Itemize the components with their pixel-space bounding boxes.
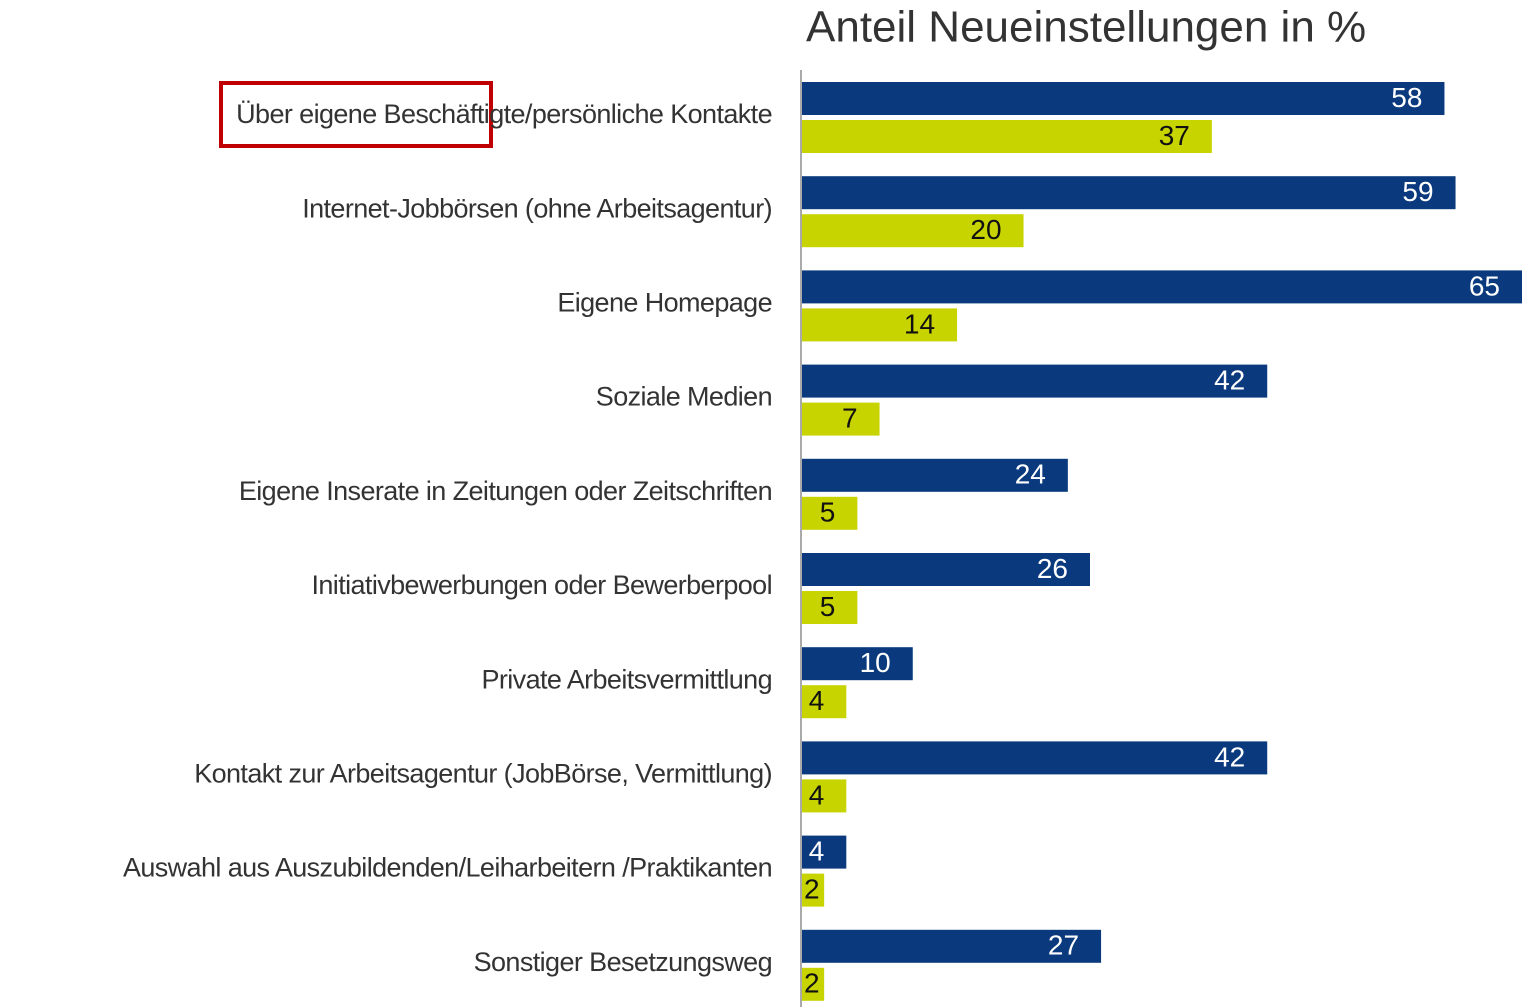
chart-title: Anteil Neueinstellungen in %	[806, 3, 1366, 52]
bar	[802, 779, 847, 813]
value-label: 5	[820, 497, 836, 528]
value-label: 10	[860, 647, 891, 678]
value-label: 20	[970, 214, 1001, 245]
bar	[802, 591, 858, 624]
bar	[802, 458, 1068, 492]
bar	[802, 120, 1212, 153]
value-label: 7	[842, 402, 858, 433]
value-label: 37	[1159, 120, 1190, 151]
value-label: 4	[809, 779, 825, 810]
bar	[802, 685, 847, 719]
value-label: 14	[904, 308, 935, 339]
category-label: Kontakt zur Arbeitsagentur (JobBörse, Ve…	[194, 759, 772, 789]
category-label: Soziale Medien	[596, 382, 772, 412]
value-label: 4	[809, 685, 825, 716]
bar	[802, 82, 1445, 115]
category-label: Sonstiger Besetzungsweg	[474, 947, 772, 977]
bar	[802, 929, 1102, 963]
value-label: 4	[809, 835, 825, 866]
bar	[802, 270, 1522, 304]
category-label: Über eigene Beschäftigte/persönliche Kon…	[236, 99, 772, 129]
value-label: 2	[804, 873, 820, 904]
bar	[802, 835, 847, 869]
bar	[802, 308, 958, 342]
category-label: Auswahl aus Auszubildenden/Leiharbeitern…	[123, 853, 772, 883]
category-label: Private Arbeitsvermittlung	[481, 664, 772, 694]
category-label: Eigene Homepage	[557, 288, 772, 318]
bar	[802, 967, 825, 1001]
bar	[802, 873, 825, 907]
bar	[802, 553, 1090, 586]
highlight-box	[219, 81, 493, 148]
value-label: 27	[1048, 930, 1079, 961]
value-label: 65	[1469, 270, 1500, 301]
value-label: 58	[1391, 82, 1422, 113]
category-label: Internet-Jobbörsen (ohne Arbeitsagentur)	[302, 193, 772, 223]
bar	[802, 402, 880, 436]
value-label: 59	[1402, 176, 1433, 207]
category-label: Initiativbewerbungen oder Bewerberpool	[311, 570, 772, 600]
value-label: 26	[1037, 553, 1068, 584]
bar	[802, 176, 1456, 210]
bar	[802, 214, 1024, 248]
category-label: Eigene Inserate in Zeitungen oder Zeitsc…	[239, 476, 772, 506]
value-label: 24	[1015, 459, 1046, 490]
value-label: 42	[1214, 741, 1245, 772]
bar	[802, 741, 1268, 775]
value-label: 42	[1214, 364, 1245, 395]
bar	[802, 364, 1268, 398]
value-label: 2	[804, 968, 820, 999]
value-label: 5	[820, 591, 836, 622]
bar	[802, 496, 858, 530]
bar	[802, 647, 913, 681]
